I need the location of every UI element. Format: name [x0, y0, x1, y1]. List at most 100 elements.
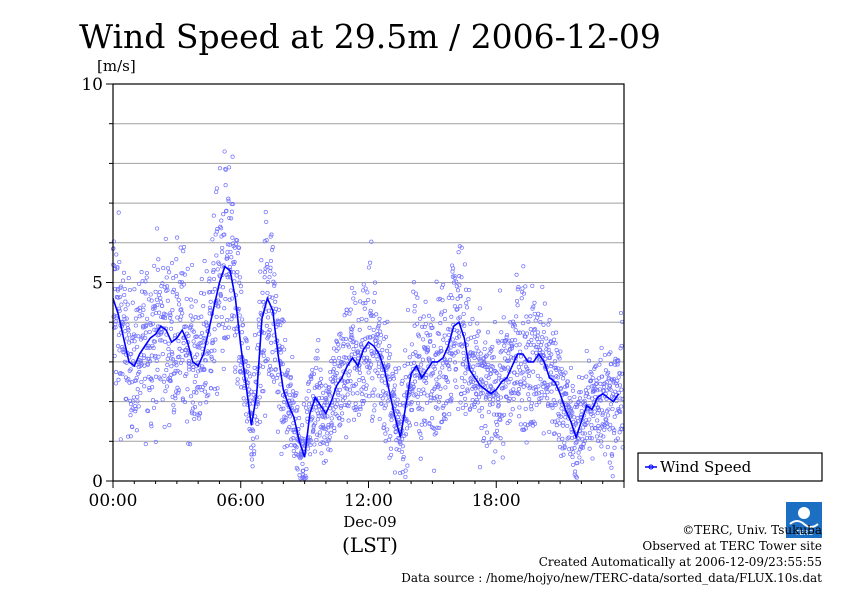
scatter-point — [193, 315, 198, 320]
scatter-point — [492, 320, 497, 325]
scatter-point — [525, 383, 530, 388]
scatter-point — [165, 362, 170, 367]
scatter-point — [262, 275, 267, 280]
scatter-point — [217, 166, 222, 171]
scatter-point — [364, 383, 369, 388]
scatter-point — [371, 299, 377, 304]
scatter-point — [569, 413, 574, 418]
scatter-point — [305, 446, 311, 451]
scatter-point — [412, 360, 417, 365]
scatter-point — [405, 463, 410, 468]
scatter-point — [484, 443, 489, 448]
scatter-point — [229, 209, 234, 214]
scatter-point — [403, 375, 408, 380]
scatter-point — [242, 402, 247, 407]
scatter-point — [179, 314, 184, 319]
scatter-point — [355, 350, 360, 355]
scatter-point — [270, 350, 275, 355]
scatter-point — [328, 369, 333, 375]
scatter-point — [613, 389, 618, 394]
scatter-point — [189, 394, 194, 399]
scatter-point — [156, 354, 161, 359]
scatter-point — [468, 406, 473, 411]
scatter-point — [523, 284, 528, 289]
scatter-point — [259, 258, 264, 263]
scatter-point — [223, 209, 229, 214]
scatter-point — [152, 339, 157, 344]
scatter-point — [160, 303, 165, 308]
scatter-point — [517, 342, 522, 347]
scatter-point — [354, 367, 360, 372]
scatter-point — [347, 387, 352, 392]
scatter-point — [235, 381, 240, 386]
scatter-point — [160, 397, 165, 402]
scatter-point — [372, 280, 378, 285]
scatter-point — [155, 367, 160, 372]
scatter-point — [439, 312, 444, 317]
scatter-point — [536, 340, 541, 345]
scatter-point — [407, 355, 412, 360]
scatter-point — [301, 468, 306, 473]
scatter-point — [327, 435, 332, 440]
scatter-point — [128, 413, 133, 418]
scatter-point — [156, 257, 161, 262]
scatter-point — [383, 439, 388, 444]
scatter-point — [364, 317, 369, 322]
scatter-point — [616, 359, 621, 364]
scatter-point — [129, 351, 134, 356]
scatter-point — [213, 337, 218, 342]
scatter-point — [287, 425, 292, 430]
y-tick-label: 5 — [92, 274, 103, 294]
scatter-point — [379, 401, 384, 406]
scatter-point — [344, 435, 349, 440]
scatter-point — [158, 338, 163, 343]
scatter-point — [471, 364, 476, 369]
scatter-point — [169, 326, 174, 331]
scatter-point — [388, 434, 393, 439]
scatter-point — [369, 239, 374, 244]
scatter-point — [126, 434, 131, 439]
scatter-point — [576, 436, 581, 441]
scatter-point — [283, 337, 288, 343]
scatter-point — [173, 368, 178, 373]
created-timestamp-text: Created Automatically at 2006-12-09/23:5… — [539, 555, 822, 569]
scatter-point — [471, 402, 476, 407]
scatter-point — [186, 441, 191, 446]
scatter-point — [200, 364, 205, 369]
scatter-point — [414, 422, 419, 427]
scatter-point — [153, 374, 159, 379]
scatter-point — [168, 379, 173, 384]
scatter-point — [283, 418, 288, 423]
scatter-point — [382, 422, 387, 427]
scatter-point — [268, 269, 273, 274]
scatter-point — [532, 392, 537, 397]
logo-text: TERC — [794, 529, 813, 537]
scatter-point — [323, 458, 328, 463]
scatter-point — [354, 407, 359, 412]
scatter-point — [608, 422, 613, 427]
scatter-point — [318, 367, 323, 372]
scatter-point — [203, 358, 208, 363]
scatter-point — [419, 422, 424, 427]
scatter-point — [489, 384, 494, 389]
scatter-point — [395, 397, 400, 402]
scatter-point — [345, 387, 350, 392]
scatter-point — [232, 333, 238, 338]
scatter-point — [133, 323, 138, 328]
scatter-point — [118, 294, 123, 299]
scatter-point — [284, 443, 290, 449]
scatter-point — [315, 356, 320, 361]
scatter-point — [168, 315, 173, 320]
scatter-point — [188, 442, 193, 447]
scatter-point — [314, 383, 319, 388]
scatter-point — [355, 391, 360, 396]
scatter-point — [443, 375, 449, 380]
scatter-point — [589, 371, 594, 376]
scatter-point — [177, 354, 182, 359]
scatter-point — [181, 341, 186, 346]
scatter-point — [609, 452, 614, 457]
scatter-point — [376, 343, 381, 348]
scatter-point — [136, 334, 141, 339]
scatter-point — [262, 270, 268, 275]
scatter-point — [278, 350, 283, 355]
